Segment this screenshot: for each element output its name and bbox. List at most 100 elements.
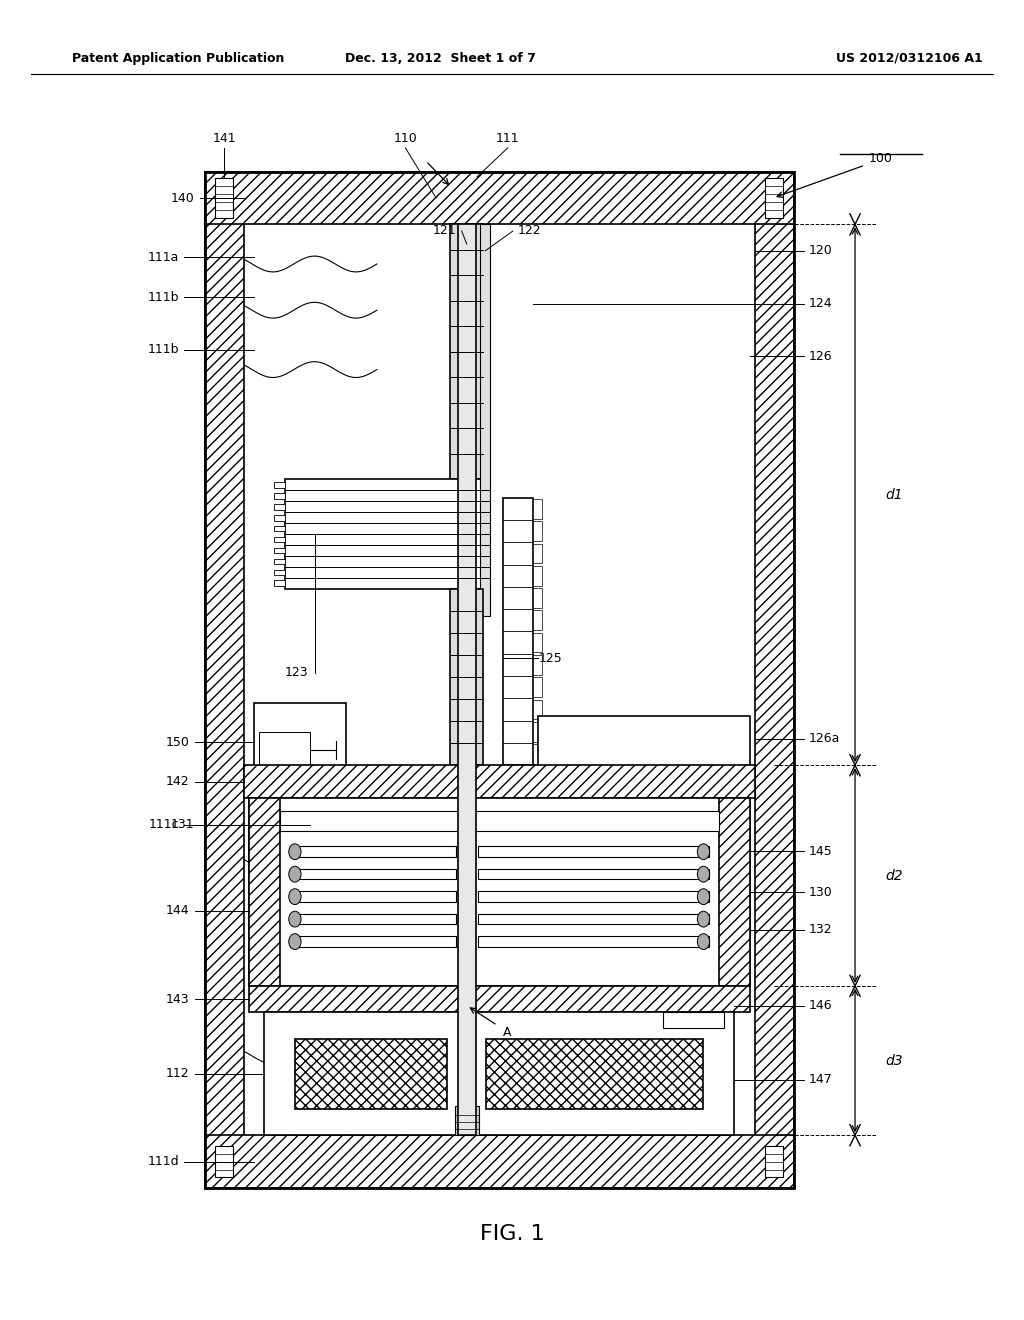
Bar [274,482,285,487]
Bar [503,498,534,766]
Bar [205,172,794,224]
Bar [274,581,285,586]
Bar [534,700,542,719]
Text: d1: d1 [886,488,903,502]
Text: 111d: 111d [147,1155,179,1168]
Bar [290,936,456,946]
Text: A: A [503,1026,511,1039]
Text: US 2012/0312106 A1: US 2012/0312106 A1 [837,51,983,65]
Bar [534,499,542,519]
Bar [244,766,755,799]
Bar [755,172,794,1188]
Bar [478,869,709,879]
Bar [274,537,285,543]
Bar [259,731,309,768]
Text: 124: 124 [809,297,833,310]
Bar [480,224,490,616]
Bar [455,1106,479,1135]
Bar [534,722,542,742]
Bar [264,1012,734,1135]
Text: d2: d2 [886,869,903,883]
Bar [534,566,542,586]
Bar [249,799,750,986]
Text: 144: 144 [166,904,189,917]
Bar [290,913,456,924]
Bar [205,172,244,1188]
Circle shape [697,911,710,927]
Bar [478,846,709,857]
Text: d3: d3 [886,1053,903,1068]
Bar [534,744,542,764]
Bar [249,986,750,1012]
Text: 110: 110 [393,132,417,145]
Text: 111b: 111b [147,290,179,304]
Bar [274,515,285,520]
Text: 146: 146 [809,999,833,1012]
Circle shape [289,866,301,882]
Bar [451,589,483,766]
Text: 131: 131 [171,818,195,832]
Text: 143: 143 [166,993,189,1006]
Text: 112: 112 [166,1068,189,1080]
Text: 111: 111 [496,132,519,145]
Text: 130: 130 [809,886,833,899]
Bar [215,178,233,218]
Bar [280,812,719,832]
Text: 111a: 111a [147,251,179,264]
Bar [274,558,285,564]
Bar [719,799,750,986]
Text: 100: 100 [868,152,893,165]
Bar [765,1146,783,1177]
Text: 123: 123 [285,667,308,680]
Bar [254,702,346,788]
Bar [215,1146,233,1177]
Text: 142: 142 [166,775,189,788]
Bar [478,913,709,924]
Text: 150: 150 [166,735,189,748]
Bar [274,548,285,553]
Circle shape [697,843,710,859]
Bar [205,172,794,1188]
Text: 125: 125 [539,652,562,665]
Text: 140: 140 [171,191,195,205]
Bar [285,479,489,589]
Circle shape [289,843,301,859]
Bar [205,1135,794,1188]
Bar [274,504,285,510]
Text: 145: 145 [809,845,833,858]
Text: Patent Application Publication: Patent Application Publication [72,51,284,65]
Circle shape [289,888,301,904]
Bar [534,544,542,564]
Bar [534,521,542,541]
Bar [274,569,285,576]
Bar [534,677,542,697]
Circle shape [289,911,301,927]
Bar [486,1039,703,1109]
Text: 111c: 111c [148,818,179,832]
Circle shape [697,933,710,949]
Circle shape [697,866,710,882]
Text: 141: 141 [212,132,237,145]
Text: 132: 132 [809,923,833,936]
Text: 126: 126 [809,350,833,363]
Bar [290,869,456,879]
Bar [295,1039,447,1109]
Bar [478,891,709,902]
Text: 122: 122 [518,224,542,238]
Circle shape [289,933,301,949]
Bar [290,846,456,857]
Bar [249,799,280,986]
Bar [451,224,483,479]
Text: 120: 120 [809,244,833,257]
Bar [539,715,750,788]
Text: 121: 121 [433,224,457,238]
Bar [534,655,542,675]
Bar [663,1012,724,1028]
Text: 111b: 111b [147,343,179,356]
Bar [534,610,542,630]
Bar [274,492,285,499]
Bar [534,632,542,652]
Text: FIG. 1: FIG. 1 [479,1224,545,1245]
Text: 147: 147 [809,1073,833,1086]
Text: Dec. 13, 2012  Sheet 1 of 7: Dec. 13, 2012 Sheet 1 of 7 [345,51,536,65]
